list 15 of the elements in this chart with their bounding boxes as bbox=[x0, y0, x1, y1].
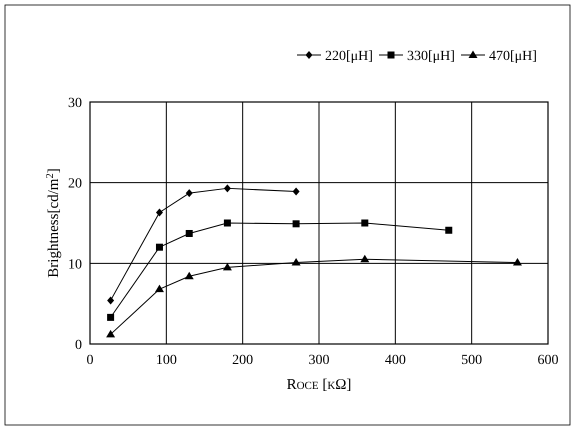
x-tick-label: 300 bbox=[308, 353, 330, 368]
y-tick-label: 10 bbox=[68, 257, 82, 272]
y-tick-label: 0 bbox=[75, 338, 82, 353]
x-axis-title: Roce [kΩ] bbox=[286, 377, 352, 393]
x-tick-label: 0 bbox=[86, 353, 94, 368]
x-tick-label: 200 bbox=[232, 353, 254, 368]
y-tick-label: 20 bbox=[68, 176, 82, 192]
y-tick-label: 30 bbox=[68, 96, 82, 111]
legend-label: 330[μH] bbox=[407, 49, 455, 64]
legend-label: 470[μH] bbox=[489, 49, 537, 64]
x-tick-label: 100 bbox=[156, 353, 177, 368]
x-tick-label: 600 bbox=[538, 353, 558, 368]
x-tick-label: 400 bbox=[384, 353, 406, 368]
legend-label: 220[μH] bbox=[325, 49, 373, 64]
x-tick-label: 500 bbox=[461, 353, 482, 368]
